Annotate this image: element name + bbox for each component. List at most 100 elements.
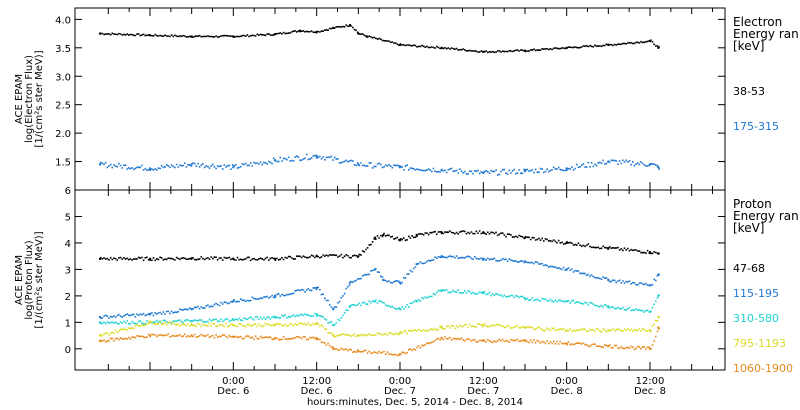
data-point [657,252,660,255]
data-point [190,163,193,166]
x-tick-time: 0:00 [389,376,411,387]
data-point [482,257,485,261]
panel-frame [74,189,726,371]
y-tick-label: 4 [65,239,71,250]
series-points [100,230,660,262]
data-point [607,160,610,163]
data-point [232,318,235,321]
data-point [232,35,235,38]
legend-entry: 795-1193 [733,337,786,350]
data-point [607,344,610,348]
x-tick-time: 0:00 [222,376,244,387]
data-point [357,163,360,166]
y-axis-label: ACE EPAMlog(Electron Flux)[1/(cm²s ster … [14,50,45,147]
data-point [315,154,318,158]
data-point [357,334,360,337]
data-point [148,313,152,316]
data-point [348,305,352,308]
data-point [373,236,377,239]
y-tick-label: 3.0 [55,72,71,83]
data-point [148,321,152,324]
y-tick-label: 3.5 [55,44,71,55]
y-axis-label-line: [1/(cm²s ster MeV)] [34,50,45,147]
data-point [98,32,102,35]
y-axis-label: ACE EPAMlog(Proton Flux)[1/(cm²s ster Me… [14,231,45,328]
legend-entry: 47-68 [733,262,765,275]
data-point [315,254,318,258]
data-point [398,43,402,47]
data-point [607,305,610,308]
series-310-580 [98,289,660,327]
data-point [523,339,527,343]
y-axis-label-line: ACE EPAM [14,74,25,124]
data-point [148,257,152,261]
data-point [232,299,235,303]
data-point [348,281,352,284]
data-point [332,26,335,30]
data-point [648,251,652,254]
x-tick-time: 12:00 [469,376,498,387]
data-point [332,307,335,311]
legend-title-line: Proton [733,197,772,211]
series-points [100,328,660,357]
data-point [648,310,652,313]
series-38-53 [98,23,660,54]
data-point [148,334,152,337]
data-point [190,334,193,337]
series-47-68 [98,230,660,262]
data-point [482,50,485,53]
series-points [100,255,660,319]
data-point [648,284,652,287]
data-point [273,323,277,327]
data-point [315,286,318,290]
data-point [523,297,527,300]
data-point [482,323,485,327]
data-point [98,321,102,324]
data-point [315,313,318,316]
y-tick-label: 0 [65,345,71,356]
data-point [232,257,235,261]
x-tick-time: 12:00 [302,376,331,387]
data-point [357,32,360,35]
data-point [440,337,443,340]
data-point [482,231,485,234]
y-tick-label: 6 [65,186,71,197]
series-points [100,153,660,176]
x-axis-label: hours:minutes, Dec. 5, 2014 - Dec. 8, 20… [307,397,523,408]
data-point [190,257,193,260]
data-point [657,315,660,319]
data-point [373,268,377,271]
data-point [98,334,102,337]
data-point [657,166,660,169]
x-tick-day: Dec. 6 [301,386,333,397]
data-point [440,168,443,172]
data-point [273,159,277,162]
data-point [357,254,360,258]
series-points [100,289,660,326]
data-point [565,342,568,345]
x-tick-day: Dec. 7 [467,386,499,397]
data-point [565,329,568,332]
x-tick-day: Dec. 8 [551,386,583,397]
data-point [148,167,152,170]
y-axis-label-line: [1/(cm²s ster MeV)] [34,231,45,328]
data-point [440,231,443,234]
data-point [440,326,443,329]
data-point [232,323,235,327]
data-point [398,331,402,335]
series-points [100,24,660,54]
data-point [607,247,610,250]
data-point [273,337,277,340]
data-point [648,347,652,351]
legend-title-line: [keV] [733,39,764,53]
data-point [315,322,318,325]
data-point [415,299,418,303]
data-point [98,257,102,261]
series-115-195 [98,254,660,319]
legend-entry: 310-580 [733,312,779,325]
data-point [523,260,527,263]
data-point [565,46,568,50]
data-point [190,323,193,327]
data-point [415,233,418,237]
